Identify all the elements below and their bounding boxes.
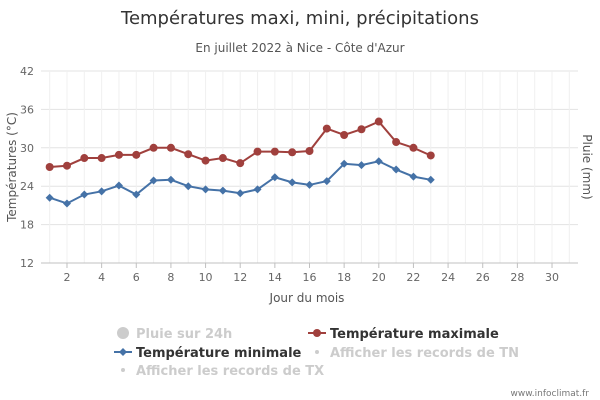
x-tick-label: 30 (545, 271, 559, 284)
data-point-tmax[interactable] (357, 125, 366, 134)
x-tick-label: 2 (63, 271, 70, 284)
legend-item[interactable]: Température minimale (114, 346, 302, 361)
data-point-tmax[interactable] (184, 150, 193, 159)
legend-symbol (315, 350, 319, 354)
data-point-tmin[interactable] (218, 186, 227, 195)
data-point-tmax[interactable] (218, 154, 227, 163)
legend-symbol (119, 348, 127, 356)
y-axis-title-right: Pluie (mm) (580, 134, 594, 199)
data-point-tmin[interactable] (409, 172, 418, 181)
legend-symbol (117, 327, 129, 339)
data-point-tmin[interactable] (357, 161, 366, 170)
data-point-tmin[interactable] (253, 185, 262, 194)
legend-label: Afficher les records de TN (330, 346, 519, 361)
data-point-tmin[interactable] (149, 176, 158, 185)
data-point-tmax[interactable] (236, 159, 245, 168)
x-tick-label: 10 (199, 271, 213, 284)
data-point-tmax[interactable] (288, 148, 297, 157)
data-point-tmax[interactable] (392, 138, 401, 147)
x-tick-label: 24 (441, 271, 455, 284)
data-point-tmin[interactable] (132, 190, 141, 199)
data-point-tmax[interactable] (97, 154, 106, 163)
legend-item[interactable]: Pluie sur 24h (117, 327, 232, 342)
x-tick-label: 28 (510, 271, 524, 284)
data-point-tmin[interactable] (270, 173, 279, 182)
data-point-tmax[interactable] (114, 150, 123, 159)
x-tick-label: 26 (476, 271, 490, 284)
x-tick-label: 16 (303, 271, 317, 284)
legend: Pluie sur 24h Température maximale Tempéra… (114, 327, 519, 379)
data-point-tmin[interactable] (426, 175, 435, 184)
data-point-tmax[interactable] (166, 143, 175, 152)
data-point-tmax[interactable] (62, 161, 71, 170)
legend-label: Afficher les records de TX (136, 364, 324, 379)
x-tick-label: 8 (167, 271, 174, 284)
x-tick-label: 14 (268, 271, 282, 284)
x-tick-label: 20 (372, 271, 386, 284)
x-tick-label: 18 (337, 271, 351, 284)
legend-item[interactable]: Afficher les records de TN (315, 346, 519, 361)
x-tick-label: 12 (233, 271, 247, 284)
legend-label: Température minimale (136, 346, 302, 361)
x-tick-label: 4 (98, 271, 105, 284)
data-point-tmin[interactable] (305, 180, 314, 189)
data-point-tmax[interactable] (340, 131, 349, 139)
data-point-tmin[interactable] (166, 175, 175, 184)
data-point-tmin[interactable] (97, 187, 106, 196)
chart-title: Températures maxi, mini, précipitations (120, 8, 479, 29)
x-tick-label: 22 (406, 271, 420, 284)
legend-item[interactable]: Afficher les records de TX (121, 364, 324, 379)
data-point-tmax[interactable] (426, 151, 435, 160)
legend-symbol (313, 329, 321, 337)
credit-link[interactable]: www.infoclimat.fr (511, 389, 590, 399)
data-point-tmin[interactable] (201, 185, 210, 194)
data-point-tmin[interactable] (392, 165, 401, 174)
data-point-tmax[interactable] (201, 156, 210, 165)
data-point-tmin[interactable] (80, 190, 89, 199)
data-point-tmax[interactable] (374, 117, 383, 126)
y-tick-label: 30 (20, 142, 34, 155)
data-point-tmin[interactable] (184, 182, 193, 191)
data-point-tmin[interactable] (340, 159, 349, 168)
data-point-tmax[interactable] (409, 143, 418, 152)
data-point-tmin[interactable] (322, 177, 331, 186)
y-tick-label: 42 (20, 65, 34, 78)
y-tick-label: 36 (20, 103, 34, 116)
data-point-tmax[interactable] (80, 154, 89, 163)
y-axis-ticks: 12 18 24 30 36 42 (20, 65, 34, 270)
data-point-tmax[interactable] (305, 147, 314, 155)
data-point-tmax[interactable] (45, 163, 54, 171)
data-point-tmin[interactable] (45, 193, 54, 202)
data-point-tmin[interactable] (62, 199, 71, 208)
legend-item[interactable]: Température maximale (308, 327, 499, 342)
data-point-tmin[interactable] (374, 157, 383, 166)
x-tick-label: 6 (133, 271, 140, 284)
data-point-tmax[interactable] (253, 147, 262, 156)
series-layer (45, 117, 435, 208)
chart-subtitle: En juillet 2022 à Nice - Côte d'Azur (195, 41, 404, 55)
legend-label: Température maximale (330, 327, 499, 342)
legend-label: Pluie sur 24h (136, 327, 232, 342)
data-point-tmax[interactable] (322, 124, 331, 133)
data-point-tmax[interactable] (149, 143, 158, 152)
y-tick-label: 24 (20, 180, 34, 193)
grid (41, 70, 578, 264)
data-point-tmin[interactable] (114, 181, 123, 190)
x-axis-title: Jour du mois (269, 291, 345, 305)
y-axis-title-left: Températures (°C) (5, 112, 19, 223)
legend-symbol (121, 368, 125, 372)
x-axis-ticks: 2 4 6 8 10 12 14 16 18 20 22 24 26 28 30 (63, 263, 559, 284)
y-tick-label: 18 (20, 219, 34, 232)
data-point-tmax[interactable] (270, 147, 279, 156)
data-point-tmax[interactable] (132, 150, 141, 159)
data-point-tmin[interactable] (236, 189, 245, 198)
data-point-tmin[interactable] (288, 178, 297, 187)
y-tick-label: 12 (20, 257, 34, 270)
